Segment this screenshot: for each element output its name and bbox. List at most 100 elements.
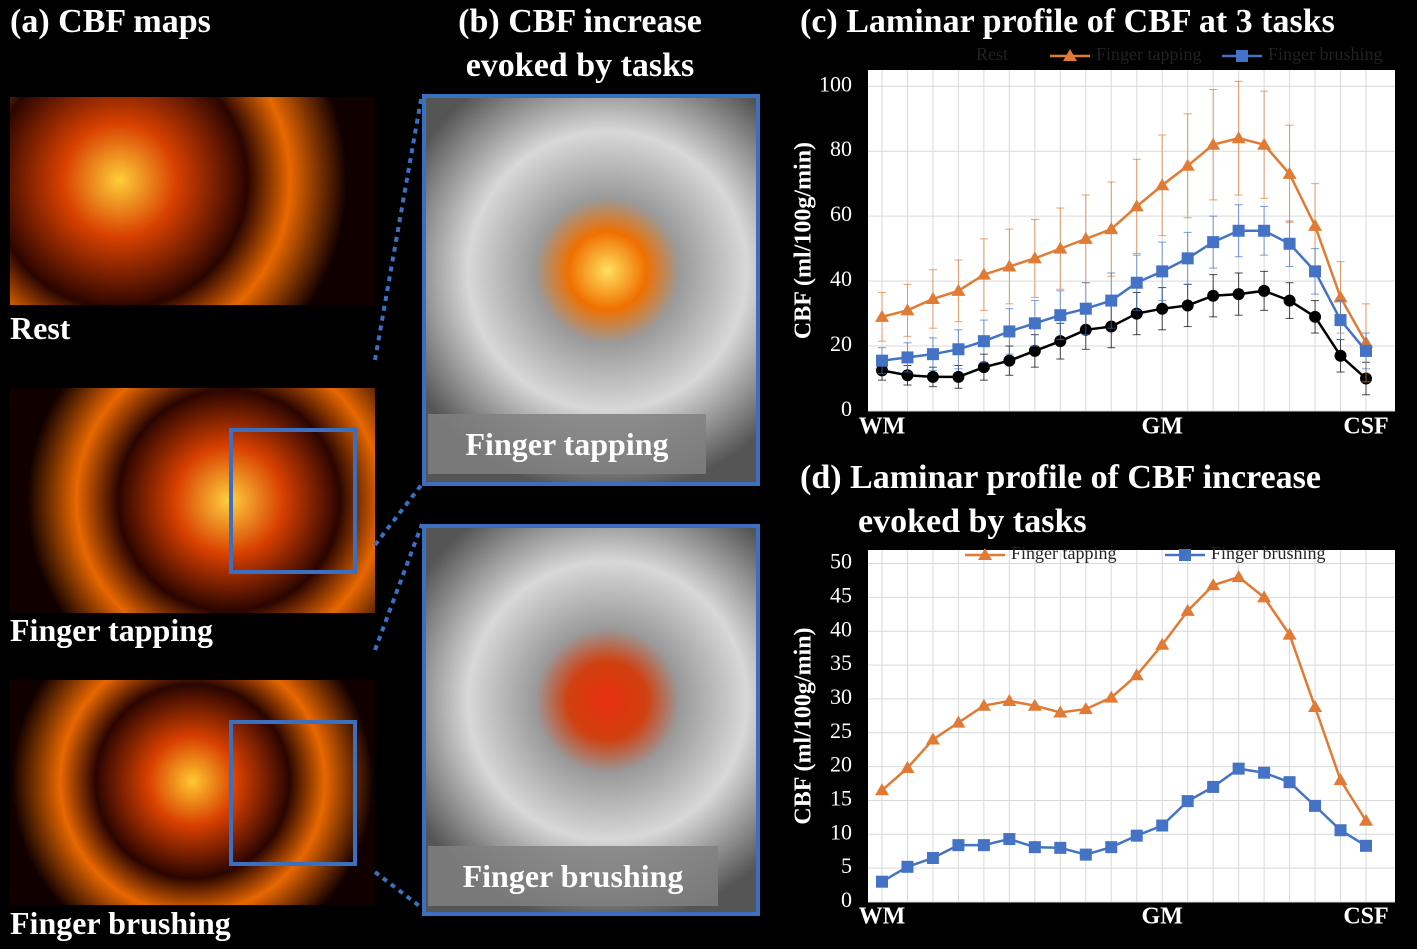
marker [876,875,888,888]
y-tick-label: 60 [830,201,852,226]
marker [1156,819,1169,832]
marker [952,370,965,383]
marker [1309,799,1322,812]
plot-area [868,70,1395,411]
y-tick-label: 0 [841,396,852,421]
marker [1258,224,1271,237]
y-tick-label: 5 [841,853,852,878]
marker [1028,344,1041,357]
marker [1359,813,1373,826]
marker [1333,290,1348,303]
y-tick-label: 15 [830,786,852,811]
marker [951,715,966,728]
y-tick-label: 100 [819,71,852,96]
map-label: Finger tapping [10,612,213,648]
marker [1180,158,1195,171]
marker [1027,251,1042,264]
y-tick-label: 25 [830,718,852,743]
marker [1282,627,1297,640]
map-label: Finger brushing [10,905,231,941]
cbf-map [10,97,375,305]
cbf-map [10,388,375,613]
marker [1207,780,1220,793]
marker [1206,578,1221,591]
y-tick-label: 30 [830,684,852,709]
marker [1105,294,1118,307]
marker [1079,302,1092,315]
marker [1003,325,1016,338]
marker [944,50,956,62]
marker [1129,668,1144,681]
marker [925,291,940,304]
marker [1179,549,1191,561]
series-line [881,136,1368,344]
marker [1027,698,1042,711]
marker [1156,302,1169,315]
y-tick-label: 50 [830,549,852,574]
map-label: Rest [10,310,71,346]
marker [1003,833,1016,846]
marker [977,335,990,348]
marker [1054,841,1067,854]
marker [952,343,965,356]
marker [976,698,991,711]
marker [1207,289,1220,302]
marker [1334,824,1347,837]
marker [901,860,914,873]
plot-area [868,550,1395,902]
panel-title: (a) CBF maps [10,3,211,40]
marker [1155,178,1170,191]
roi-box [229,428,357,574]
marker [1232,224,1245,237]
legend-label: Rest [976,44,1008,64]
marker [1333,773,1348,786]
y-axis-label: CBF (ml/100g/min) [791,142,817,339]
marker [1054,335,1067,348]
marker [1003,354,1016,367]
marker [1105,841,1118,854]
marker [1104,690,1119,703]
marker [1028,841,1041,854]
y-tick-label: 45 [830,582,852,607]
marker [1053,241,1068,254]
marker [1283,237,1296,250]
marker [1232,288,1245,301]
marker [1078,702,1093,715]
marker [1231,570,1246,583]
legend-label: Finger tapping [1096,44,1202,64]
map-label: Finger tapping [428,414,706,474]
zoom-line [373,93,424,910]
x-tick-label: CSF [1343,414,1388,440]
x-tick-label: WM [859,904,906,930]
y-tick-label: 0 [841,887,852,912]
y-tick-label: 40 [830,616,852,641]
marker [875,309,889,322]
chart-title: (d) Laminar profile of CBF increase evok… [800,459,1321,540]
marker [875,783,889,796]
marker [901,351,914,364]
marker [926,348,939,361]
panel-title: (b) CBF increase evoked by tasks [458,3,702,84]
y-tick-label: 20 [830,331,852,356]
marker [900,760,915,773]
marker [1232,762,1245,775]
chart-title: (c) Laminar profile of CBF at 3 tasks [800,3,1335,40]
marker [1206,137,1221,150]
marker [1207,236,1220,249]
marker [1258,284,1271,297]
marker [1002,693,1017,706]
marker [1334,314,1347,327]
legend-label: Finger brushing [1268,44,1383,64]
marker [1236,50,1248,62]
marker [976,267,991,280]
marker [926,852,939,864]
legend-label: Finger brushing [1211,543,1326,563]
marker [1181,299,1194,312]
y-tick-label: 10 [830,819,852,844]
marker [952,839,965,852]
marker [1360,344,1372,357]
marker [1130,829,1143,842]
marker [977,361,990,374]
